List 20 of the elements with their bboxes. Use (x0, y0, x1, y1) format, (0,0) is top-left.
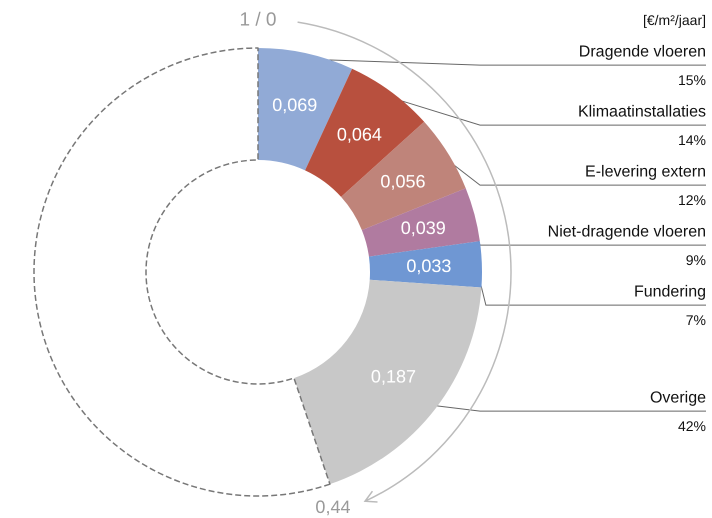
data-label: 0,039 (400, 218, 446, 238)
text: 42% (678, 418, 706, 434)
slice-label: Klimaatinstallaties (578, 104, 706, 121)
text: 12% (678, 192, 706, 208)
text: [€/m²/jaar] (642, 12, 706, 28)
text: 1 / 0 (240, 10, 276, 30)
data-label: 0,033 (406, 256, 452, 276)
text: 0,44 (315, 496, 350, 517)
data-label: 0,064 (336, 124, 382, 144)
slice-label: Dragende vloeren (578, 44, 706, 61)
data-label: 0,069 (272, 95, 318, 115)
data-label: 0,056 (380, 171, 426, 192)
slice-label: E-levering extern (585, 164, 706, 181)
text: 14% (678, 132, 706, 148)
slice-label: Niet-dragende vloeren (548, 224, 706, 241)
text: 7% (686, 312, 706, 328)
slice-label: Overige (650, 390, 706, 407)
text: 9% (686, 252, 706, 268)
text: 15% (678, 72, 706, 88)
slice-label: Fundering (634, 284, 706, 301)
